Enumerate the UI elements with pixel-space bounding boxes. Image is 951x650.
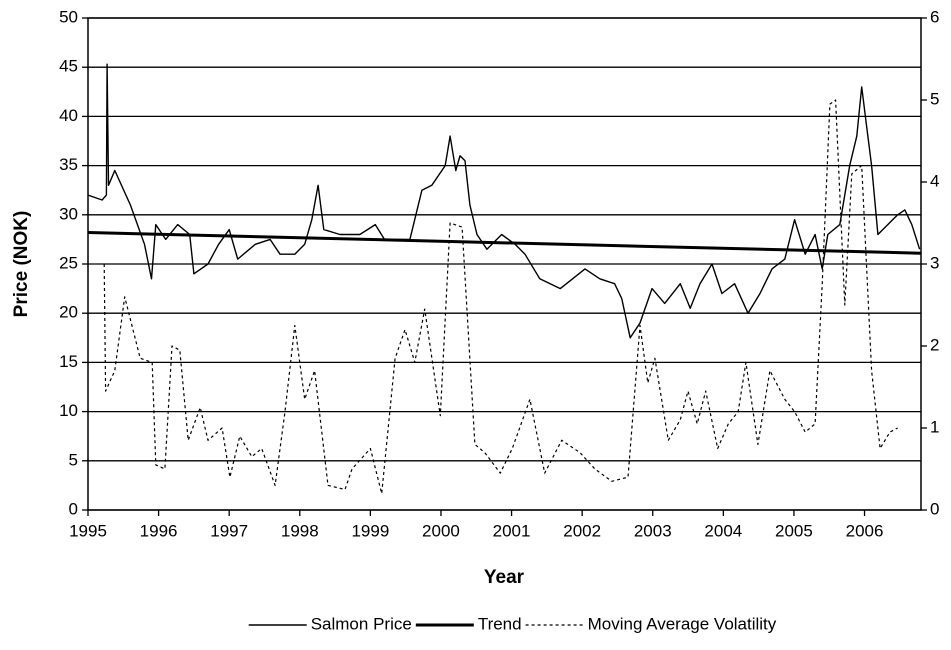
y-tick-label: 50 [59, 7, 78, 26]
x-tick-label: 1996 [140, 521, 178, 540]
x-tick-label: 2000 [422, 521, 460, 540]
y-tick-label: 15 [59, 352, 78, 371]
x-tick-label: 2002 [563, 521, 601, 540]
y-tick-label: 25 [59, 253, 78, 272]
x-tick-label: 2004 [704, 521, 742, 540]
y-tick-label: 10 [59, 401, 78, 420]
x-tick-label: 2003 [634, 521, 672, 540]
y2-tick-label: 1 [930, 417, 939, 436]
legend-label: Salmon Price [311, 614, 412, 633]
x-tick-label: 1995 [69, 521, 107, 540]
y-tick-label: 45 [59, 57, 78, 76]
y-tick-label: 30 [59, 204, 78, 223]
y-tick-label: 40 [59, 106, 78, 125]
series-line [87, 63, 921, 339]
y2-tick-label: 2 [930, 335, 939, 354]
y-axis-title: Price (NOK) [11, 211, 32, 318]
y-tick-label: 0 [69, 499, 78, 518]
legend-label: Trend [478, 614, 522, 633]
y2-tick-label: 3 [930, 253, 939, 272]
y-tick-label: 35 [59, 155, 78, 174]
x-tick-label: 2005 [775, 521, 813, 540]
x-tick-label: 1999 [351, 521, 389, 540]
y2-tick-label: 5 [930, 89, 939, 108]
series-line [87, 231, 922, 255]
y-tick-label: 5 [69, 450, 78, 469]
legend-label: Moving Average Volatility [588, 614, 777, 633]
series-line [103, 99, 898, 495]
y2-tick-label: 6 [930, 7, 939, 26]
x-tick-label: 2001 [493, 521, 531, 540]
y-tick-label: 20 [59, 303, 78, 322]
x-axis-title: Year [484, 567, 525, 588]
y2-tick-label: 0 [930, 499, 939, 518]
plot-frame [87, 17, 922, 511]
x-tick-label: 1997 [210, 521, 248, 540]
x-tick-label: 1998 [281, 521, 319, 540]
x-tick-label: 2006 [846, 521, 884, 540]
y2-tick-label: 4 [930, 171, 939, 190]
